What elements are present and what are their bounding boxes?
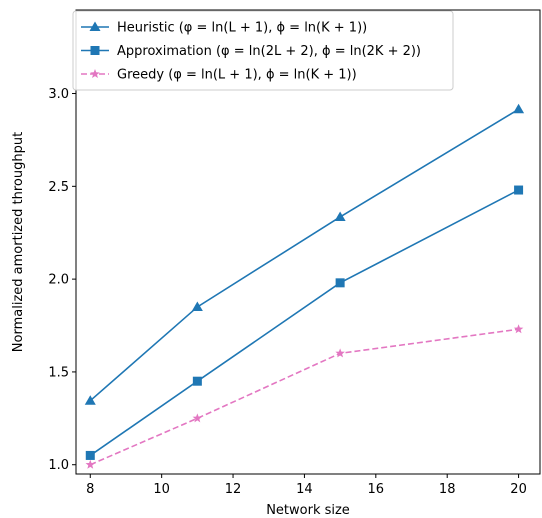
data-point — [84, 395, 96, 405]
series-layer — [84, 103, 525, 469]
data-point — [192, 413, 203, 423]
legend-item: Greedy (φ = ln(L + 1), ϕ = ln(K + 1)) — [81, 68, 357, 83]
data-point — [191, 301, 203, 311]
legend-marker — [89, 21, 101, 31]
legend: Heuristic (φ = ln(L + 1), ϕ = ln(K + 1))… — [72, 10, 454, 91]
y-axis-label: Normalized amortized throughput — [11, 132, 26, 352]
legend-item: Approximation (φ = ln(2L + 2), ϕ = ln(2K… — [81, 44, 421, 59]
legend-marker — [90, 69, 100, 79]
legend-item: Heuristic (φ = ln(L + 1), ϕ = ln(K + 1)) — [81, 21, 367, 36]
data-point — [85, 450, 95, 460]
y-axis: 1.0 1.5 2.0 2.5 3.0 — [48, 87, 76, 473]
y-tick-label: 1.5 — [48, 365, 69, 380]
data-point — [335, 348, 345, 358]
series-line — [89, 328, 519, 466]
legend-frame — [72, 10, 454, 91]
data-point — [513, 324, 524, 334]
series-star — [85, 324, 524, 469]
y-tick-label: 1.0 — [48, 458, 69, 473]
x-tick-label: 10 — [153, 482, 170, 497]
series-square — [85, 185, 524, 460]
data-point — [192, 376, 202, 386]
legend-label: Greedy (φ = ln(L + 1), ϕ = ln(K + 1)) — [117, 68, 357, 83]
data-point — [513, 103, 525, 114]
x-tick-label: 14 — [296, 482, 313, 497]
data-point — [85, 459, 96, 469]
y-tick-label: 3.0 — [48, 87, 69, 102]
data-point — [514, 185, 524, 195]
legend-label: Heuristic (φ = ln(L + 1), ϕ = ln(K + 1)) — [117, 21, 367, 36]
y-tick-label: 2.5 — [48, 180, 69, 195]
x-tick-label: 16 — [368, 482, 385, 497]
x-tick-label: 8 — [86, 482, 94, 497]
series-line — [89, 108, 519, 402]
x-axis-label: Network size — [266, 503, 350, 518]
series-line — [89, 189, 519, 457]
data-point — [335, 278, 345, 288]
x-tick-label: 20 — [510, 482, 527, 497]
x-tick-label: 12 — [225, 482, 242, 497]
series-triangle — [84, 103, 525, 405]
x-axis: 8 10 12 14 16 18 20 — [86, 474, 527, 497]
y-tick-label: 2.0 — [48, 273, 69, 288]
legend-label: Approximation (φ = ln(2L + 2), ϕ = ln(2K… — [117, 44, 421, 59]
legend-marker — [90, 46, 100, 55]
data-point — [334, 211, 346, 221]
x-tick-label: 18 — [439, 482, 456, 497]
